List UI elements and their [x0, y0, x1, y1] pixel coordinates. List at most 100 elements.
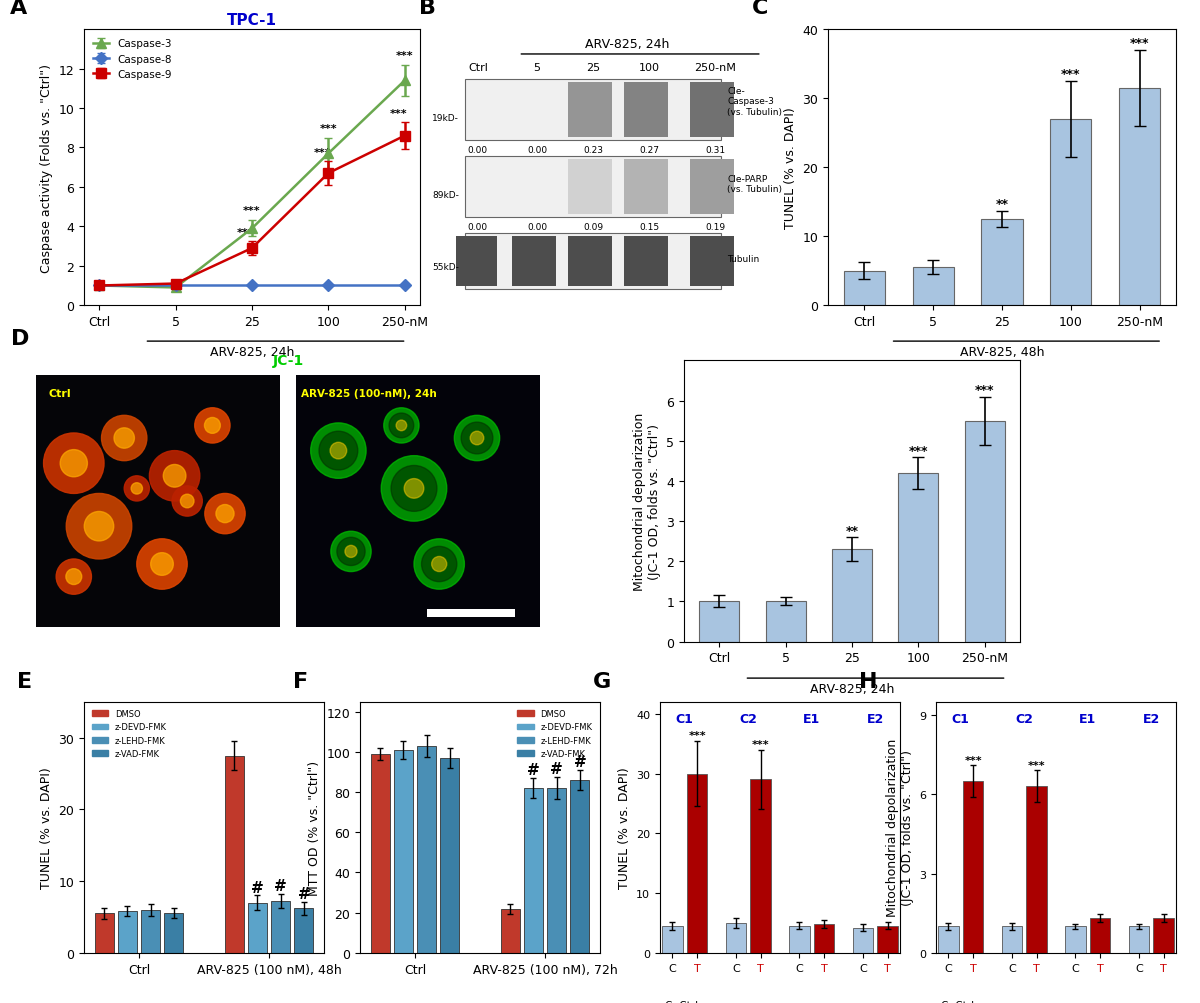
Bar [690, 82, 733, 137]
Circle shape [331, 532, 371, 572]
Circle shape [421, 547, 457, 582]
Circle shape [337, 538, 365, 566]
Circle shape [194, 408, 230, 443]
Circle shape [66, 569, 82, 585]
Bar [224, 756, 244, 953]
Bar [570, 780, 589, 953]
Bar [790, 926, 810, 953]
Bar [1066, 927, 1086, 953]
Legend: Caspase-3, Caspase-8, Caspase-9: Caspase-3, Caspase-8, Caspase-9 [89, 35, 176, 84]
Bar [294, 909, 313, 953]
Circle shape [455, 416, 499, 461]
Bar [1118, 88, 1160, 306]
Bar [624, 82, 668, 137]
Bar [690, 237, 733, 287]
Text: 0.31: 0.31 [704, 145, 725, 154]
Bar [466, 157, 721, 218]
Bar [295, 376, 540, 627]
Text: Ctrl: Ctrl [468, 63, 487, 73]
Text: 0.09: 0.09 [583, 223, 604, 232]
Text: E2: E2 [1142, 712, 1160, 725]
Y-axis label: Caspase activity (Folds vs. "Ctrl"): Caspase activity (Folds vs. "Ctrl") [40, 63, 53, 273]
Y-axis label: Mitochondrial depolarization
(JC-1 OD, folds vs. "Ctrl"): Mitochondrial depolarization (JC-1 OD, f… [886, 738, 913, 917]
Bar [938, 927, 959, 953]
Text: ARV-825, 48h: ARV-825, 48h [960, 346, 1044, 358]
Bar [569, 82, 612, 137]
Text: **: ** [846, 525, 858, 538]
Circle shape [151, 553, 173, 576]
Text: 19kD-: 19kD- [432, 114, 460, 122]
Bar [814, 924, 834, 953]
Bar [95, 914, 114, 953]
Y-axis label: Mitochondrial depolarization
(JC-1 OD, folds vs. "Ctrl"): Mitochondrial depolarization (JC-1 OD, f… [632, 412, 661, 591]
Y-axis label: TUNEL (% vs. DAPI): TUNEL (% vs. DAPI) [784, 107, 797, 229]
Bar [962, 781, 984, 953]
Text: 0.00: 0.00 [527, 145, 547, 154]
Text: ***: *** [244, 207, 260, 217]
Text: Tubulin: Tubulin [727, 255, 760, 264]
Text: H: H [859, 671, 877, 691]
Bar [832, 550, 872, 642]
Circle shape [66, 493, 132, 560]
Text: ***: *** [396, 50, 414, 60]
Circle shape [102, 416, 146, 461]
Bar [1002, 927, 1022, 953]
Text: 25: 25 [587, 63, 600, 73]
Bar [899, 473, 938, 642]
Circle shape [163, 465, 186, 487]
Circle shape [205, 493, 245, 535]
Bar [852, 928, 874, 953]
Text: Cle-
Caspase-3
(vs. Tubulin): Cle- Caspase-3 (vs. Tubulin) [727, 87, 782, 116]
Circle shape [384, 408, 419, 443]
Y-axis label: MTT OD (% vs. "Ctrl"): MTT OD (% vs. "Ctrl") [308, 760, 320, 895]
Circle shape [125, 476, 150, 502]
Text: C: Ctrl: C: Ctrl [665, 1000, 698, 1003]
Circle shape [396, 420, 407, 431]
Text: 55kD-: 55kD- [432, 263, 460, 272]
Text: C: C [751, 0, 768, 17]
Bar [440, 758, 460, 953]
Y-axis label: TUNEL (% vs. DAPI): TUNEL (% vs. DAPI) [40, 766, 53, 889]
Circle shape [404, 479, 424, 498]
Bar [766, 602, 805, 642]
Text: 0.19: 0.19 [704, 223, 725, 232]
Bar [118, 912, 137, 953]
Circle shape [311, 423, 366, 478]
Bar [569, 159, 612, 215]
Text: C1: C1 [952, 712, 970, 725]
Bar [271, 902, 290, 953]
Text: 0.27: 0.27 [640, 145, 660, 154]
Bar [547, 788, 566, 953]
Title: TPC-1: TPC-1 [227, 13, 277, 27]
Text: 100: 100 [638, 63, 660, 73]
Circle shape [131, 483, 143, 494]
Text: 0.00: 0.00 [468, 223, 488, 232]
Bar [624, 237, 668, 287]
Bar [427, 610, 515, 617]
Bar [371, 754, 390, 953]
Circle shape [344, 546, 358, 558]
Bar [726, 923, 746, 953]
Circle shape [150, 451, 199, 502]
Text: ARV-825, 24h: ARV-825, 24h [810, 682, 894, 695]
Text: ***: *** [238, 228, 254, 238]
Text: ***: *** [689, 730, 706, 740]
Bar [512, 237, 556, 287]
Text: ***: *** [1129, 37, 1150, 50]
Bar [524, 788, 542, 953]
Bar [500, 909, 520, 953]
Text: ***: *** [908, 444, 928, 457]
Bar [1026, 786, 1046, 953]
Text: ***: *** [390, 108, 408, 118]
Text: #: # [551, 761, 563, 776]
Bar [142, 910, 160, 953]
Circle shape [389, 413, 414, 438]
Bar [164, 914, 184, 953]
Circle shape [43, 433, 104, 493]
Text: A: A [10, 0, 28, 17]
Text: E1: E1 [803, 712, 821, 725]
Text: D: D [11, 328, 29, 348]
Text: C2: C2 [1015, 712, 1033, 725]
Text: F: F [293, 671, 308, 691]
Text: ***: *** [1061, 68, 1080, 81]
